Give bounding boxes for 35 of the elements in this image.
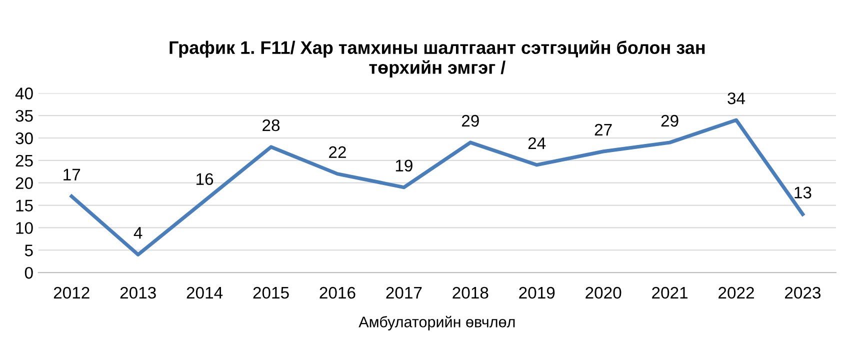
x-tick-label: 2014 [186,286,223,299]
y-tick-label: 20 [16,177,33,190]
x-tick-label: 2015 [253,286,289,299]
y-tick-label: 0 [24,266,33,279]
y-tick-label: 25 [16,154,33,167]
data-label: 34 [728,92,746,104]
data-label: 27 [594,124,612,136]
x-tick-label: 2023 [785,286,821,299]
x-tick-label: 2019 [519,286,555,299]
x-tick-label: 2021 [652,286,688,299]
y-tick-label: 35 [16,110,33,122]
x-tick-label: 2017 [386,286,422,299]
x-axis-title: Амбулаторийн өвчлөл [358,316,515,330]
y-tick-label: 5 [24,244,33,256]
chart-title: График 1. F11/ Хар тамхины шалтгаант сэтгэцийн болон зан төрхийн эмгэг / [170,40,705,78]
x-tick-label: 2016 [320,286,356,299]
x-tick-label: 2020 [586,286,622,299]
data-label: 16 [196,173,214,185]
data-label: 22 [329,146,346,158]
x-tick-label: 2018 [452,286,488,299]
data-label: 29 [661,114,678,127]
y-tick-label: 15 [16,200,33,212]
data-label: 28 [262,119,280,132]
data-label: 17 [64,168,80,180]
x-tick-label: 2013 [120,286,156,299]
data-label: 13 [794,186,812,198]
data-label: 4 [134,227,142,239]
data-label: 29 [462,114,479,127]
x-tick-label: 2012 [54,286,90,299]
y-tick-label: 40 [15,88,33,100]
data-label: 24 [528,137,546,149]
y-tick-label: 10 [16,222,33,234]
y-tick-label: 30 [16,132,33,144]
x-tick-label: 2022 [718,286,754,299]
data-label: 19 [396,160,412,172]
